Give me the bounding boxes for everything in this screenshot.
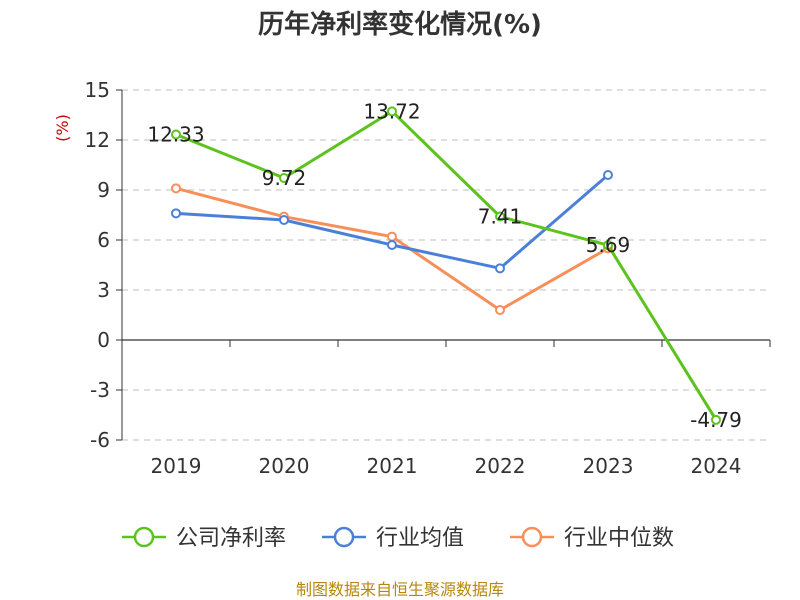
data-label: 12.33 [147,123,204,147]
data-point [171,208,181,219]
data-point [711,414,721,425]
data-label: 7.41 [478,205,523,229]
data-point [387,240,397,250]
y-tick-label: 6 [97,228,110,252]
grid-lines [122,89,770,441]
legend-item-label: 行业均值 [376,526,464,551]
legend: 公司净利率 行业均值 行业中位数 [122,526,674,551]
data-point [495,263,505,274]
data-point [279,173,289,183]
axes: -6 -3 0 3 6 9 12 15 2019 2020 2021 2022 2023 2024 [85,78,771,478]
y-tick-label: 3 [97,278,110,302]
chart-title: 历年净利率变化情况(%) [258,10,542,40]
x-tick-label: 2021 [367,454,418,478]
y-axis-label: (%) [53,114,72,142]
legend-item-label: 行业中位数 [564,526,674,551]
data-point [603,240,613,251]
data-point [495,305,505,315]
series-lines [171,106,721,425]
x-tick-label: 2024 [691,454,742,478]
series-line [175,173,609,270]
data-label: -4.79 [690,408,742,432]
data-label: 13.72 [363,99,420,123]
data-point [171,129,181,140]
x-tick-label: 2023 [583,454,634,478]
y-tick-label: 9 [97,178,110,202]
data-label: 9.72 [262,166,307,190]
y-tick-label: 0 [97,328,110,352]
data-point [171,183,181,194]
data-point [495,211,505,222]
source-note: 制图数据来自恒生聚源数据库 [295,580,504,599]
y-tick-label: 12 [85,128,110,152]
data-point [387,231,397,242]
x-tick-label: 2019 [151,454,202,478]
data-labels: 12.33 9.72 13.72 7.41 5.69 -4.79 [147,99,742,432]
legend-marker [133,526,155,548]
y-tick-label: -3 [90,378,110,402]
y-tick-label: 15 [85,78,110,102]
series-line [175,109,718,421]
x-tick-label: 2022 [475,454,526,478]
legend-item-label: 公司净利率 [176,526,286,551]
y-tick-label: -6 [90,428,110,452]
data-point [603,170,613,180]
legend-marker [333,526,355,548]
data-point [279,215,289,225]
data-point [387,106,397,117]
legend-marker [521,526,543,548]
x-tick-label: 2020 [259,454,310,478]
data-label: 5.69 [586,233,631,257]
